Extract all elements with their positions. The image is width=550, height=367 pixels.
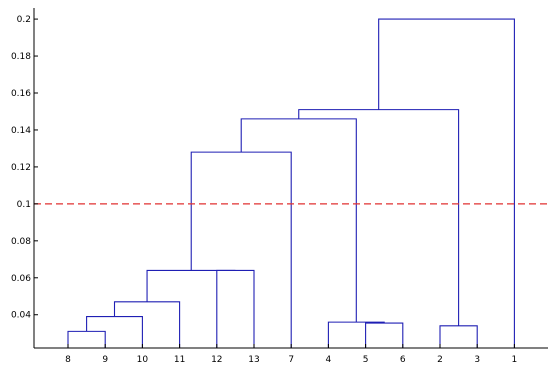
dendrogram-link bbox=[86, 316, 143, 348]
x-tick-label: 2 bbox=[437, 355, 443, 365]
dendrogram-link bbox=[240, 118, 357, 323]
dendrogram-link bbox=[216, 269, 255, 348]
x-tick-label: 1 bbox=[512, 355, 518, 365]
dendrogram-link bbox=[298, 109, 460, 326]
x-tick-label: 12 bbox=[211, 355, 222, 365]
y-tick-label: 0.1 bbox=[17, 200, 31, 210]
dendrogram-link bbox=[113, 301, 181, 348]
dendrogram-link bbox=[365, 322, 404, 348]
y-tick-label: 0.08 bbox=[11, 237, 31, 247]
dendrogram-link bbox=[327, 321, 385, 348]
dendrogram-link bbox=[146, 269, 236, 302]
y-tick-label: 0.2 bbox=[17, 15, 31, 25]
x-tick-label: 10 bbox=[137, 355, 149, 365]
dendrogram-link bbox=[67, 330, 106, 348]
dendrogram-link bbox=[190, 151, 292, 348]
y-tick-label: 0.18 bbox=[11, 52, 31, 62]
x-axis-ticks: 8 9 10 11 12 13 7 4 5 6 2 3 1 bbox=[65, 344, 517, 365]
y-tick-label: 0.04 bbox=[11, 311, 31, 321]
x-tick-label: 3 bbox=[474, 355, 480, 365]
x-tick-label: 7 bbox=[288, 355, 294, 365]
y-axis-ticks: 0.04 0.06 0.08 0.1 0.12 0.14 0.16 0.18 0.2 bbox=[11, 15, 38, 321]
x-tick-label: 9 bbox=[102, 355, 108, 365]
dendrogram-link bbox=[378, 18, 515, 348]
x-tick-label: 13 bbox=[248, 355, 259, 365]
x-tick-label: 4 bbox=[326, 355, 332, 365]
y-tick-label: 0.16 bbox=[11, 89, 31, 99]
x-tick-label: 5 bbox=[363, 355, 369, 365]
y-tick-label: 0.12 bbox=[11, 163, 31, 173]
x-tick-label: 6 bbox=[400, 355, 406, 365]
y-tick-label: 0.06 bbox=[11, 274, 31, 284]
dendrogram-links bbox=[67, 18, 515, 348]
y-tick-label: 0.14 bbox=[11, 126, 31, 136]
dendrogram-link bbox=[439, 325, 478, 348]
x-tick-label: 8 bbox=[65, 355, 71, 365]
x-tick-label: 11 bbox=[174, 355, 185, 365]
